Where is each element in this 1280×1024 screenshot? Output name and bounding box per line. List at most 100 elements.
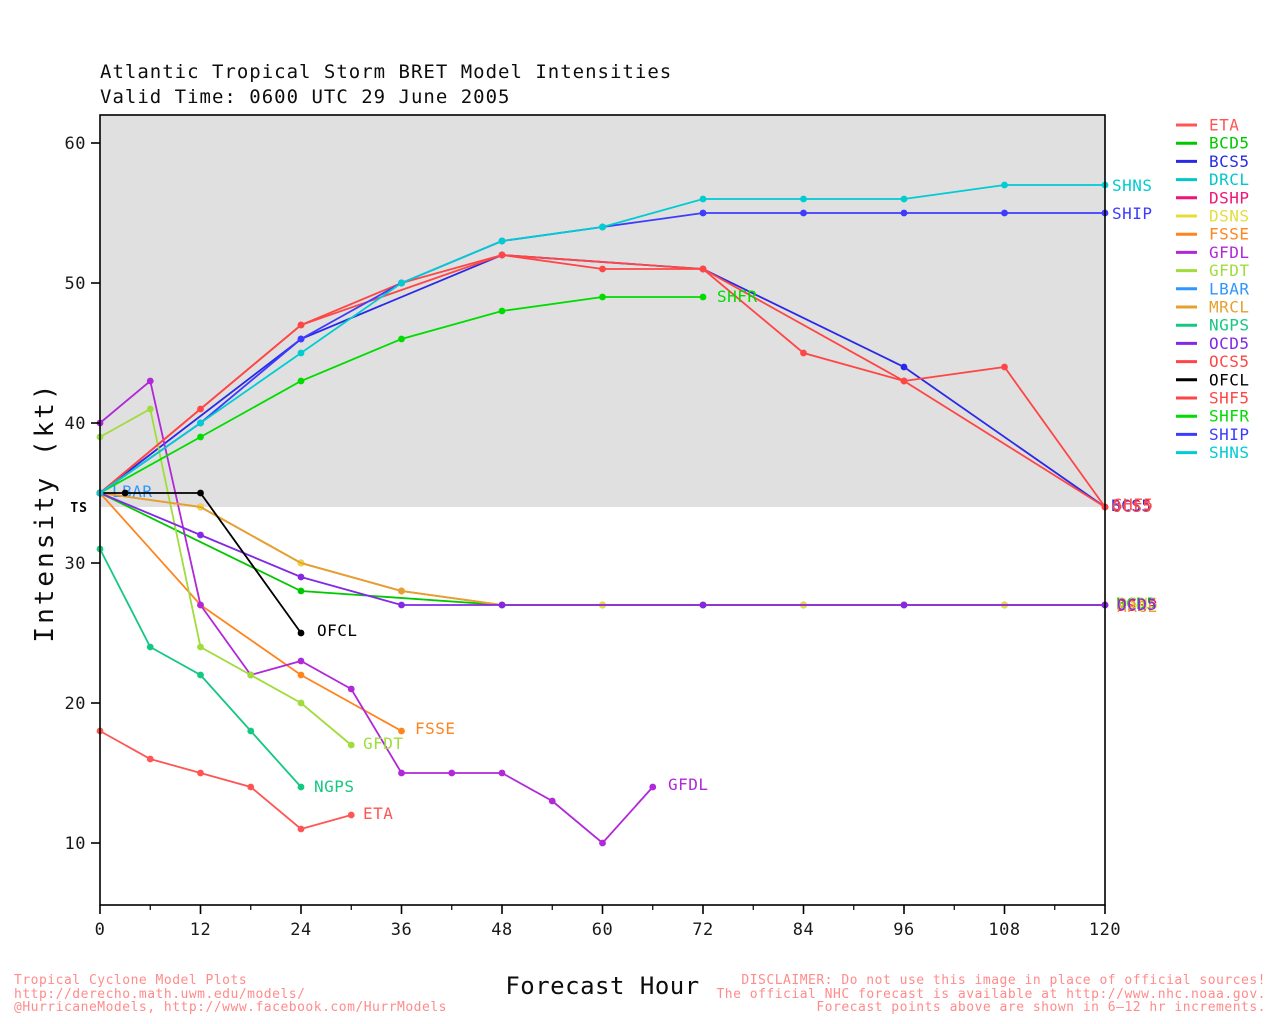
data-point: [498, 251, 506, 259]
disclaimer-line-3: Forecast points above are shown in 6–12 …: [816, 1000, 1266, 1015]
series-label-NGPS: NGPS: [314, 777, 355, 796]
data-point: [699, 293, 707, 301]
data-point: [297, 825, 305, 833]
data-point: [649, 783, 657, 791]
x-tick-label: 24: [290, 920, 311, 940]
data-point: [297, 573, 305, 581]
x-tick-label: 60: [592, 920, 613, 940]
series-label-SHF5: SHF5: [1113, 495, 1154, 514]
data-point: [900, 195, 908, 203]
series-line: [99, 379, 654, 845]
data-point: [498, 769, 506, 777]
data-point: [599, 293, 606, 301]
legend-label: SHNS: [1209, 443, 1250, 462]
series-label-OCS5: OCS5: [1112, 497, 1153, 516]
legend-item-DSNS: DSNS: [1176, 207, 1250, 226]
y-tick-label: 10: [65, 834, 86, 854]
legend-label: OFCL: [1209, 370, 1250, 389]
x-tick-label: 12: [190, 920, 211, 940]
series-label-BCD5: BCD5: [1116, 594, 1157, 613]
ts-threshold-label: TS: [70, 501, 88, 516]
data-point: [699, 601, 707, 609]
series-GFDL: GFDL: [96, 377, 708, 847]
legend-label: SHFR: [1209, 407, 1250, 426]
y-tick-label: 60: [65, 134, 86, 154]
legend-label: GFDL: [1209, 243, 1250, 262]
credits-line-3: @HurricaneModels, http://www.facebook.co…: [14, 1000, 447, 1015]
series-FSSE: FSSE: [96, 489, 455, 738]
legend-label: DSHP: [1209, 188, 1250, 207]
legend-label: SHIP: [1209, 425, 1250, 444]
data-point: [448, 769, 456, 777]
x-tick-label: 0: [95, 920, 106, 940]
data-point: [197, 769, 204, 777]
data-point: [347, 811, 355, 819]
data-point: [297, 671, 305, 679]
legend-item-LBAR: LBAR: [1176, 279, 1250, 298]
y-tick-label: 50: [65, 274, 86, 294]
credits-footer: Tropical Cyclone Model Plots http://dere…: [14, 974, 447, 1015]
x-tick-label: 48: [491, 920, 512, 940]
series-MRCL: MRCL: [96, 489, 1158, 616]
data-point: [297, 349, 305, 357]
disclaimer-line-2: The official NHC forecast is available a…: [716, 986, 1266, 1002]
legend-label: GFDT: [1209, 261, 1250, 280]
legend-label: MRCL: [1209, 298, 1250, 317]
legend-item-SHF5: SHF5: [1176, 389, 1249, 408]
series-line: [99, 492, 402, 732]
data-point: [197, 433, 204, 441]
series-NGPS: NGPS: [96, 545, 355, 796]
series-line: [99, 407, 352, 746]
series-label-OCD5: OCD5: [1117, 595, 1158, 614]
legend-item-GFDL: GFDL: [1176, 243, 1250, 262]
data-point: [699, 209, 707, 217]
data-point: [297, 629, 305, 637]
legend-item-BCS5: BCS5: [1176, 152, 1249, 171]
data-point: [800, 195, 807, 203]
data-point: [297, 321, 305, 329]
data-point: [247, 671, 255, 679]
legend-item-DRCL: DRCL: [1176, 170, 1250, 189]
data-point: [900, 209, 908, 217]
data-point: [197, 601, 204, 609]
data-point: [800, 349, 807, 357]
data-point: [197, 671, 204, 679]
series-label-ETA: ETA: [363, 804, 393, 823]
data-point: [498, 601, 506, 609]
disclaimer-footer: DISCLAIMER: Do not use this image in pla…: [716, 974, 1266, 1015]
series-label-MRCL: MRCL: [1117, 597, 1158, 616]
legend-label: DSNS: [1209, 207, 1250, 226]
x-tick-label: 84: [793, 920, 814, 940]
legend-item-DSHP: DSHP: [1176, 188, 1250, 207]
disclaimer-line-1: DISCLAIMER: Do not use this image in pla…: [741, 973, 1266, 988]
y-tick-label: 20: [65, 694, 86, 714]
legend-label: OCD5: [1209, 334, 1250, 353]
data-point: [121, 489, 129, 497]
legend-item-FSSE: FSSE: [1176, 225, 1250, 244]
data-point: [347, 685, 355, 693]
series-label-SHIP: SHIP: [1112, 204, 1153, 223]
x-tick-label: 108: [988, 920, 1020, 940]
series-OCD5: OCD5: [96, 489, 1158, 614]
data-point: [498, 307, 506, 315]
legend-label: FSSE: [1209, 225, 1250, 244]
legend-label: OCS5: [1209, 352, 1250, 371]
legend-label: LBAR: [1209, 279, 1250, 298]
series-label-OFCL: OFCL: [317, 621, 358, 640]
legend-label: DRCL: [1209, 170, 1250, 189]
legend-item-SHNS: SHNS: [1176, 443, 1250, 462]
chart-subtitle: Valid Time: 0600 UTC 29 June 2005: [100, 86, 511, 108]
series-line: [99, 492, 1105, 606]
data-point: [800, 209, 807, 217]
y-tick-label: 30: [65, 554, 86, 574]
x-tick-label: 96: [893, 920, 914, 940]
data-point: [146, 405, 154, 413]
legend-item-SHFR: SHFR: [1176, 407, 1250, 426]
data-point: [699, 195, 707, 203]
data-point: [398, 587, 405, 595]
series-line: [99, 548, 302, 788]
data-point: [297, 657, 305, 665]
data-point: [247, 783, 255, 791]
